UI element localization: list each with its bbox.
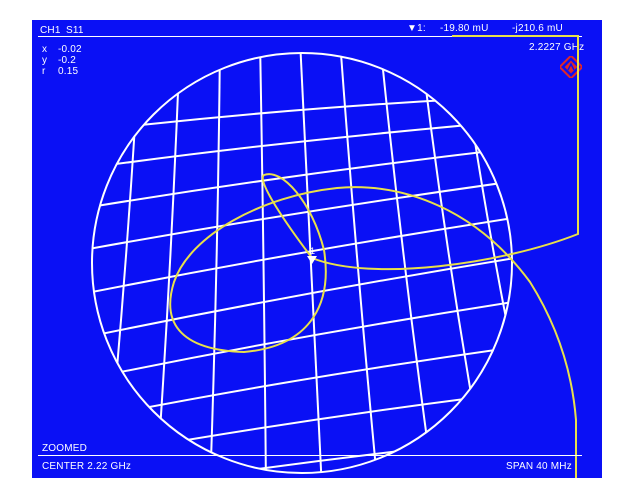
marker-real-readout: -19.80 mU (440, 23, 489, 34)
smith-outer-circle (91, 52, 513, 474)
zoom-status: ZOOMED (42, 443, 88, 454)
smith-chart: 1 (91, 35, 579, 478)
marker-imag-readout: -j210.6 mU (512, 23, 563, 34)
frequency-span: SPAN 40 MHz (506, 461, 572, 472)
marker-triangle-icon (307, 256, 317, 264)
marker-symbol: ▼1: (407, 23, 426, 34)
zoom-param-value: 0.15 (58, 66, 79, 77)
smith-grid (92, 53, 512, 473)
footer-divider (38, 455, 582, 456)
marker-number: 1 (310, 246, 315, 256)
zoom-param-value: -0.02 (58, 44, 82, 55)
center-frequency: CENTER 2.22 GHz (42, 461, 132, 472)
parameter-label: S11 (66, 25, 84, 36)
zoom-param-label: x (42, 44, 48, 55)
marker-frequency-readout: 2.2227 GHz (529, 42, 585, 53)
header-divider (38, 36, 582, 37)
rohde-schwarz-logo-icon (560, 56, 582, 78)
zoom-param-value: -0.2 (58, 55, 77, 66)
zoom-param-label: y (42, 55, 48, 66)
channel-label: CH1 (40, 25, 61, 36)
zoom-param-label: r (42, 66, 46, 77)
smith-chart-display: CH1 S11 ▼1: -19.80 mU -j210.6 mU 2.2227 … (32, 20, 602, 478)
s11-trace (169, 35, 579, 478)
